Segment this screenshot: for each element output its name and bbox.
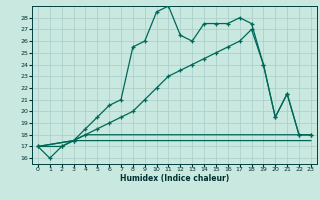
X-axis label: Humidex (Indice chaleur): Humidex (Indice chaleur) (120, 174, 229, 183)
